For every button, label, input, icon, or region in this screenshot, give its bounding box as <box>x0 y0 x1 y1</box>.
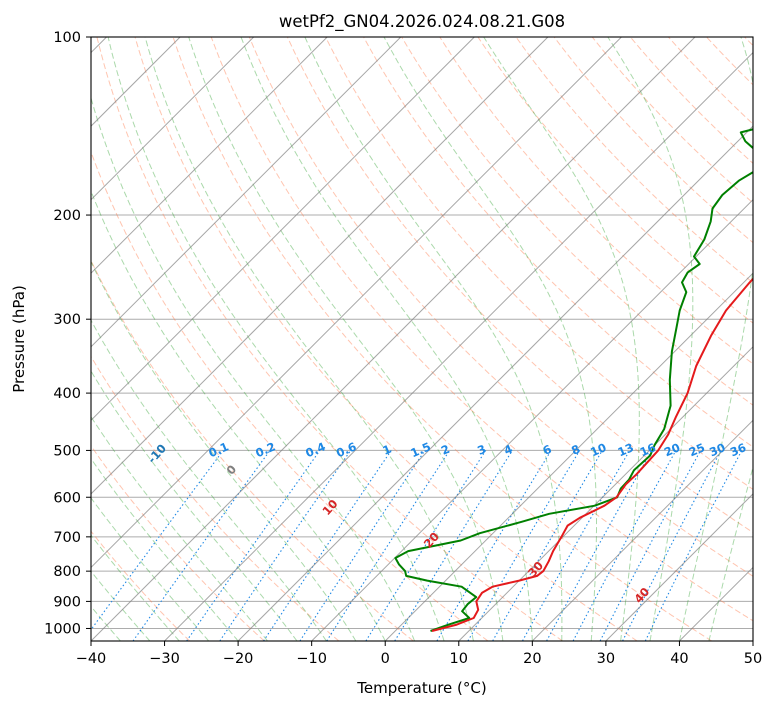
mixing-ratio-label: 36 <box>728 440 748 459</box>
dry-adiabat-line <box>325 37 753 490</box>
y-tick-label: 700 <box>53 530 81 546</box>
x-tick-label: −40 <box>76 651 107 667</box>
mixing-ratio-line <box>219 450 352 641</box>
x-axis: −40 −30 −20 −10 0 10 20 30 40 50 <box>76 641 762 667</box>
y-tick-label: 800 <box>53 564 81 580</box>
x-tick-label: 10 <box>450 651 468 667</box>
x-tick-label: −10 <box>296 651 327 667</box>
dry-adiabat-line <box>91 150 489 641</box>
dry-adiabat-line <box>91 355 340 641</box>
moist-adiabat-line <box>91 260 357 641</box>
y-tick-label: 200 <box>53 208 81 224</box>
isotherm-line <box>91 37 402 348</box>
moist-adiabat-line <box>304 37 563 641</box>
moist-adiabat-line <box>91 415 268 641</box>
moist-adiabat-line <box>144 37 474 641</box>
mixing-ratio-line <box>91 450 224 631</box>
mixing-ratio-line <box>572 450 677 641</box>
isotherm-line <box>91 37 696 641</box>
x-tick-label: 50 <box>744 651 762 667</box>
x-tick-label: 30 <box>597 651 615 667</box>
x-tick-label: 20 <box>523 651 541 667</box>
dry-adiabat-line <box>439 37 753 365</box>
mixing-ratio-line <box>186 450 321 641</box>
y-tick-label: 1000 <box>44 621 81 637</box>
mixing-ratio-label: 16 <box>638 440 658 459</box>
y-axis-label: Pressure (hPa) <box>10 285 28 393</box>
x-tick-label: 0 <box>381 651 390 667</box>
mixing-ratio-line <box>394 450 513 641</box>
mixing-ratio-line <box>299 450 426 641</box>
mixing-ratio-line <box>522 450 631 641</box>
mixing-ratio-label: 20 <box>662 440 682 459</box>
mixing-ratio-line <box>644 450 743 641</box>
mixing-ratio-line <box>546 450 653 641</box>
isotherm-line <box>531 419 753 641</box>
isotherm-line <box>237 125 753 641</box>
mixing-ratio-line <box>326 450 451 641</box>
mixing-ratio-label: 25 <box>687 440 707 459</box>
y-tick-label: 900 <box>53 594 81 610</box>
mixing-ratio-label: 30 <box>707 440 727 459</box>
plot-frame <box>90 36 754 642</box>
dry-adiabat-line <box>91 530 191 641</box>
moist-adiabat-line <box>483 37 640 641</box>
x-tick-label: 40 <box>670 651 688 667</box>
moist-adiabat-line <box>607 37 694 641</box>
mixing-ratio-label: 13 <box>616 440 636 459</box>
y-tick-label: 300 <box>53 312 81 328</box>
isotherm-line <box>311 198 753 641</box>
isotherm-line <box>91 37 475 422</box>
dry-adiabat-line <box>91 444 265 641</box>
moist-adiabat-line <box>383 37 597 641</box>
y-tick-label: 400 <box>53 386 81 402</box>
isotherm-line <box>164 51 753 641</box>
moist-adiabat-line <box>91 457 239 641</box>
isotherm-line <box>91 37 255 201</box>
y-tick-label: 100 <box>53 30 81 46</box>
isotherm-line <box>91 37 622 569</box>
moist-adiabat-line <box>678 37 753 641</box>
dry-adiabat-line <box>210 37 753 622</box>
x-axis-label: Temperature (°C) <box>356 679 486 697</box>
y-tick-label: 600 <box>53 490 81 506</box>
moist-adiabat-line <box>240 37 533 641</box>
mixing-ratio-line <box>263 450 392 641</box>
plot-area: -100-90-80-70-60-50-40-30-20-10010203040… <box>91 37 753 641</box>
mixing-ratio-label: 10 <box>588 440 608 459</box>
y-tick-label: 500 <box>53 443 81 459</box>
dry-adiabat-line <box>96 37 563 641</box>
chart-title: wetPf2_GN04.2026.024.08.21.G08 <box>279 12 565 32</box>
moist-adiabat-line <box>107 37 445 641</box>
isotherm-line <box>384 272 753 641</box>
dry-adiabat-line <box>401 37 753 406</box>
x-tick-label: −20 <box>223 651 254 667</box>
y-axis: 100 200 300 400 500 600 700 800 900 1000 <box>44 30 91 637</box>
moist-adiabat-line <box>91 189 386 641</box>
isotherm-line <box>91 37 549 495</box>
dry-adiabat-line <box>134 37 638 641</box>
x-tick-label: −30 <box>149 651 180 667</box>
temperature-line <box>431 277 753 632</box>
isotherm-line <box>91 37 328 274</box>
dewpoint-line <box>394 128 753 632</box>
isotherm-line <box>605 493 753 641</box>
